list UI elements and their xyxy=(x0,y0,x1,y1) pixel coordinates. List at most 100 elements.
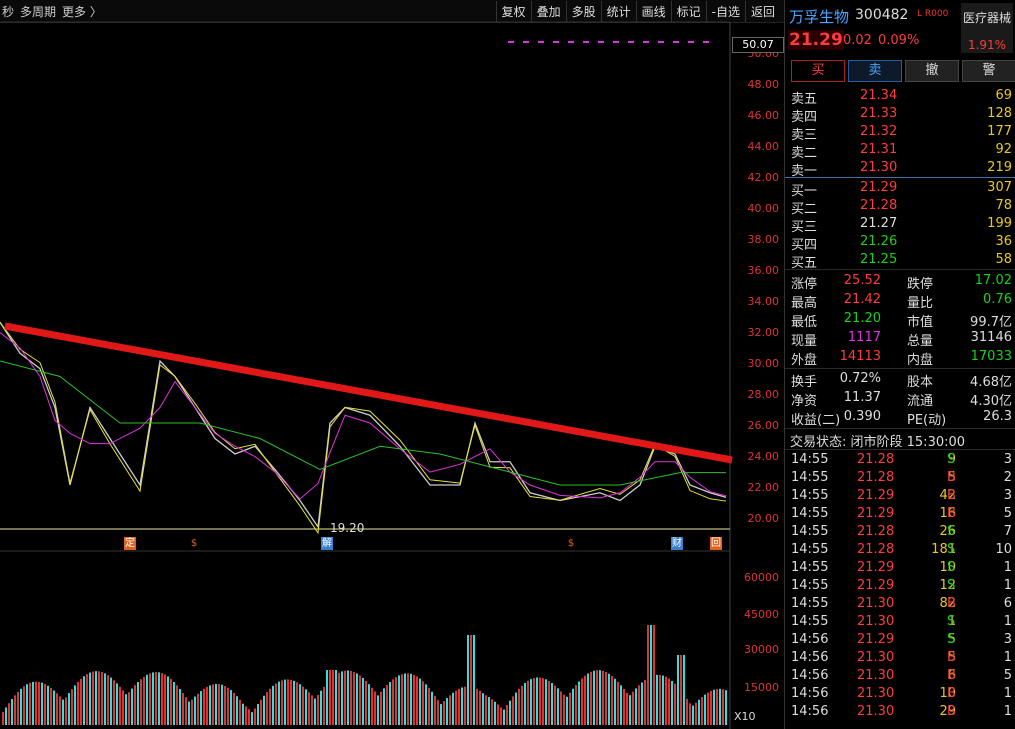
volume-bar xyxy=(266,692,268,725)
toolbar-left-item[interactable]: 秒 xyxy=(2,5,15,19)
ask-volume: 92 xyxy=(995,142,1012,157)
volume-bar xyxy=(431,691,433,725)
volume-bar xyxy=(386,685,388,725)
tick-time: 14:56 xyxy=(791,650,829,665)
volume-bar xyxy=(368,684,370,725)
event-marker[interactable]: 回 xyxy=(710,537,722,550)
volume-bar xyxy=(128,692,130,725)
ask-label: 卖二 xyxy=(791,146,818,161)
volume-bar xyxy=(689,703,691,725)
stat-value: 0.72% xyxy=(839,371,881,386)
divider xyxy=(785,428,1015,429)
volume-bar xyxy=(701,697,703,725)
stat-label: 最低 xyxy=(791,315,818,330)
volume-bar xyxy=(188,701,190,725)
volume-bar xyxy=(242,703,244,725)
volume-bar xyxy=(143,676,145,725)
volume-bar xyxy=(362,677,364,725)
tick-volume: 1 xyxy=(947,614,956,629)
volume-bar xyxy=(470,635,472,725)
toolbar-button[interactable]: 统计 xyxy=(600,1,636,22)
volume-bar xyxy=(635,688,637,725)
stat-label: 跌停 xyxy=(907,277,934,292)
volume-bar xyxy=(665,676,667,725)
volume-bar xyxy=(101,672,103,725)
volume-bar xyxy=(155,672,157,725)
bid-price: 21.26 xyxy=(860,234,898,249)
toolbar-button[interactable]: 画线 xyxy=(635,1,671,22)
divider xyxy=(785,177,1015,178)
volume-bar xyxy=(62,699,64,725)
volume-bar xyxy=(332,670,334,725)
volume-bar xyxy=(257,704,259,725)
volume-bar xyxy=(308,692,310,725)
volume-bar xyxy=(320,690,322,725)
sector-badge[interactable]: 医疗器械 1.91% xyxy=(961,3,1013,53)
toolbar-left-item[interactable]: 更多 〉 xyxy=(62,5,102,19)
toolbar-button[interactable]: 返回 xyxy=(744,1,780,22)
sell-button[interactable]: 卖 xyxy=(848,60,902,82)
volume-bar xyxy=(581,678,583,725)
cancel-order-button[interactable]: 撤 xyxy=(905,60,959,82)
toolbar-button[interactable]: 标记 xyxy=(670,1,706,22)
ma5-line xyxy=(0,321,727,535)
toolbar-button[interactable]: 叠加 xyxy=(530,1,566,22)
volume-bar xyxy=(86,674,88,725)
volume-bar xyxy=(17,691,19,725)
volume-bar xyxy=(542,678,544,725)
price-tick-label: 38.00 xyxy=(747,233,780,246)
tick-volume: 181 xyxy=(931,542,956,557)
volume-bar xyxy=(38,681,40,725)
event-marker[interactable]: 财 xyxy=(671,537,683,550)
volume-bar xyxy=(440,704,442,725)
alert-button[interactable]: 警 xyxy=(962,60,1015,82)
buy-button[interactable]: 买 xyxy=(791,60,845,82)
volume-bar xyxy=(146,674,148,725)
quote-row: 14:55 21.30 82 B 6 xyxy=(785,595,1015,613)
volume-bar xyxy=(131,688,133,725)
kline-chart-area[interactable]: 秒多周期 更多 〉 复权 叠加 多股 统计 画线 标记 -自选 返回 50.00 48.00 46.… xyxy=(0,0,784,729)
volume-bar xyxy=(335,670,337,725)
tick-time: 14:56 xyxy=(791,704,829,719)
quote-row: 涨停 25.52 跌停 17.02 xyxy=(785,272,1015,292)
stat-value: 1117 xyxy=(847,330,881,345)
toolbar-button[interactable]: 多股 xyxy=(565,1,601,22)
event-marker[interactable]: 解 xyxy=(321,537,333,550)
signal-mark xyxy=(703,41,709,43)
volume-bar xyxy=(473,635,475,725)
trade-status: 交易状态: 闭市阶段 15:30:00 xyxy=(790,435,966,450)
toolbar-left: 秒多周期 更多 〉 xyxy=(2,3,108,20)
volume-bar xyxy=(560,691,562,725)
volume-bar xyxy=(107,675,109,725)
volume-bar xyxy=(176,685,178,725)
tick-side: B xyxy=(947,596,956,611)
tick-count: 1 xyxy=(1003,560,1012,575)
stat-value: 11.37 xyxy=(843,390,881,405)
volume-bar xyxy=(623,689,625,725)
volume-tick-label: 15000 xyxy=(744,681,779,694)
volume-bar xyxy=(14,695,16,725)
volume-bar xyxy=(272,685,274,725)
volume-bar xyxy=(2,711,4,725)
volume-bar xyxy=(122,690,124,725)
volume-bar xyxy=(620,685,622,725)
tick-price: 21.30 xyxy=(857,704,895,719)
ask-volume: 219 xyxy=(987,160,1012,175)
toolbar-left-item[interactable]: 多周期 xyxy=(20,5,57,19)
event-marker[interactable]: $ xyxy=(190,538,198,549)
bid-price: 21.29 xyxy=(860,180,898,195)
event-marker[interactable]: 定 xyxy=(124,537,136,550)
price-tick-label: 26.00 xyxy=(747,419,780,432)
volume-bar xyxy=(536,677,538,725)
volume-bar xyxy=(692,705,694,725)
volume-bar xyxy=(230,690,232,725)
volume-bar xyxy=(23,686,25,725)
stock-name[interactable]: 万孚生物 xyxy=(789,8,850,26)
bid-volume: 58 xyxy=(995,252,1012,267)
event-marker[interactable]: $ xyxy=(567,538,575,549)
toolbar-button[interactable]: 复权 xyxy=(495,1,531,22)
bid-volume: 78 xyxy=(995,198,1012,213)
toolbar-button[interactable]: -自选 xyxy=(705,1,745,22)
volume-bar xyxy=(158,672,160,725)
quote-row: 14:56 21.30 10 B 1 xyxy=(785,685,1015,703)
